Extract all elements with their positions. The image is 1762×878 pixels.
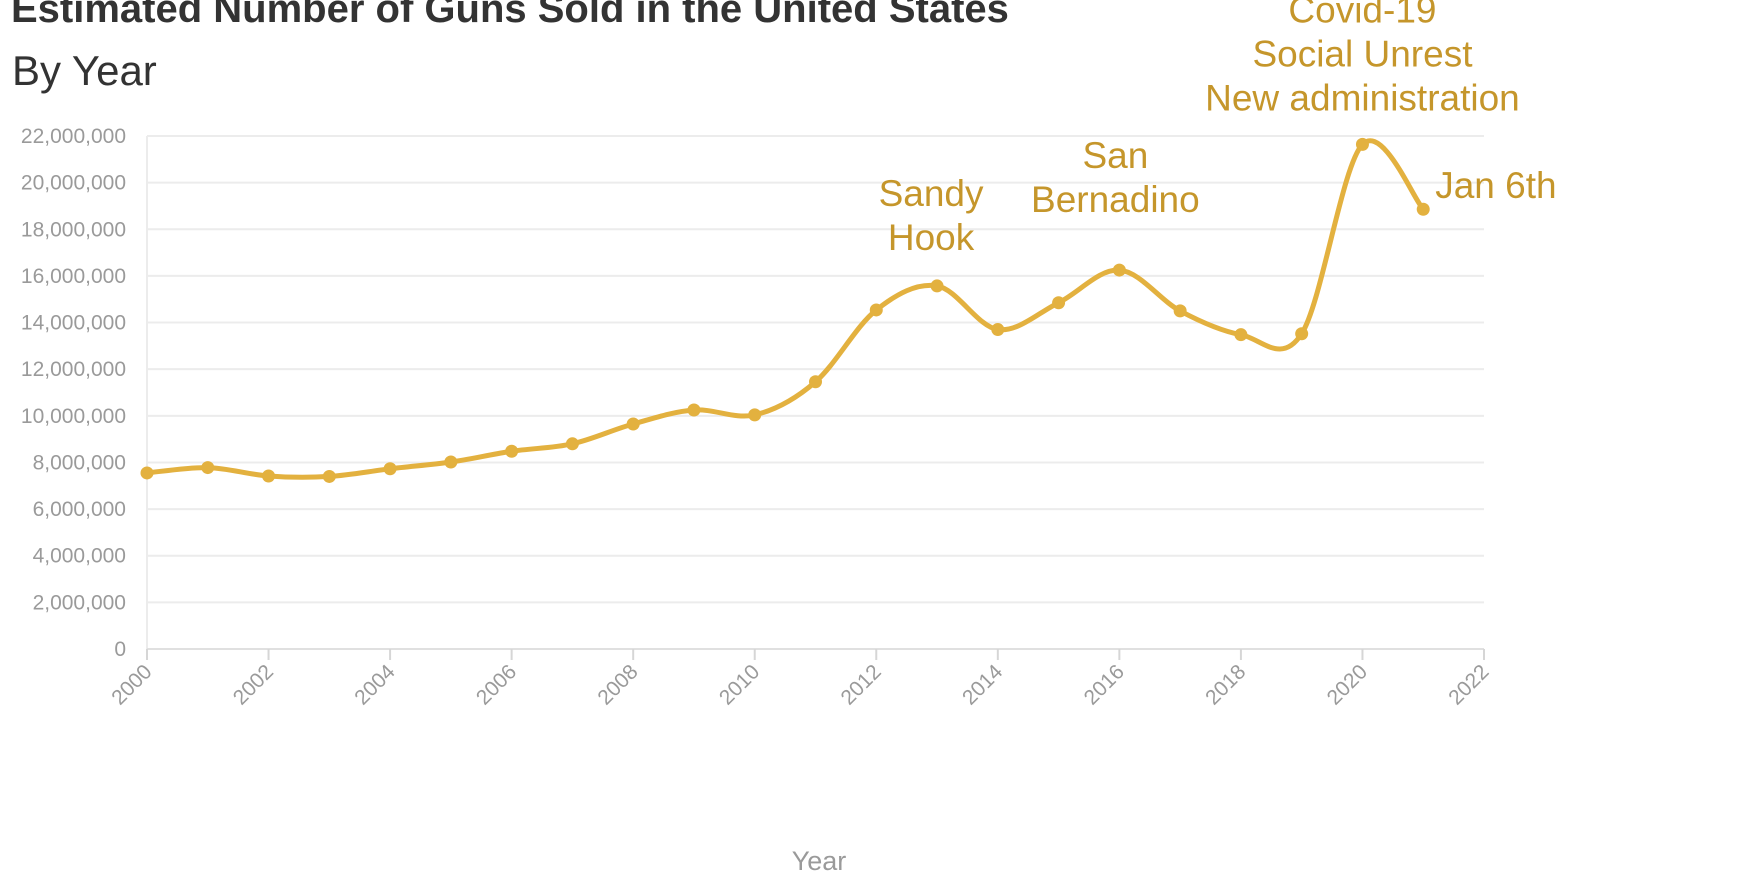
data-point	[869, 303, 883, 317]
data-point	[1295, 327, 1309, 341]
data-point	[1112, 263, 1126, 277]
y-tick-label: 2,000,000	[33, 591, 126, 614]
x-tick-label: 2010	[715, 660, 764, 709]
x-tick-label: 2012	[837, 660, 886, 709]
y-tick-label: 6,000,000	[33, 498, 126, 521]
data-point	[991, 323, 1005, 337]
y-tick-label: 14,000,000	[21, 312, 126, 335]
annotation-label: Covid-19	[1288, 0, 1436, 30]
data-point	[1234, 328, 1248, 342]
y-tick-label: 20,000,000	[21, 172, 126, 195]
y-tick-label: 4,000,000	[33, 545, 126, 568]
y-tick-label: 0	[114, 638, 126, 661]
x-tick-label: 2018	[1201, 660, 1250, 709]
data-point	[626, 417, 640, 431]
data-point	[809, 375, 822, 389]
y-tick-label: 8,000,000	[33, 451, 126, 474]
y-tick-label: 16,000,000	[21, 265, 126, 288]
data-point	[1052, 296, 1066, 310]
series	[140, 137, 1430, 483]
annotation-label: Jan 6th	[1435, 165, 1556, 206]
annotation-label: San	[1082, 135, 1148, 176]
data-point	[322, 469, 336, 483]
x-axis-label: Year	[792, 846, 847, 876]
data-point	[687, 403, 701, 417]
chart-subtitle: By Year	[12, 47, 157, 94]
x-tick-label: 2016	[1080, 660, 1129, 709]
y-tick-label: 10,000,000	[21, 405, 126, 428]
annotation-label: Social Unrest	[1252, 33, 1473, 74]
x-tick-label: 2006	[472, 660, 521, 709]
x-tick-label: 2000	[107, 660, 156, 709]
data-point	[1173, 304, 1187, 318]
x-tick-label: 2022	[1444, 660, 1493, 709]
data-point	[140, 466, 154, 480]
data-point	[748, 408, 762, 422]
annotation-label: Hook	[888, 217, 975, 258]
x-tick-label: 2008	[593, 660, 642, 709]
grid-lines	[147, 135, 1484, 650]
annotation-label: Bernadino	[1031, 179, 1200, 220]
data-point	[383, 462, 397, 476]
data-point	[505, 444, 519, 458]
data-point	[565, 437, 579, 451]
chart-title: Estimated Number of Guns Sold in the Uni…	[11, 0, 1009, 31]
y-tick-label: 12,000,000	[21, 358, 126, 381]
data-point	[1416, 202, 1430, 216]
series-line	[144, 138, 1426, 480]
annotation-label: New administration	[1205, 77, 1520, 118]
y-tick-label: 18,000,000	[21, 218, 126, 241]
data-point	[201, 461, 215, 475]
annotation-label: Sandy	[879, 173, 984, 214]
data-point	[930, 279, 944, 293]
y-tick-label: 22,000,000	[21, 125, 126, 148]
data-point	[444, 455, 458, 469]
x-tick-label: 2002	[229, 660, 278, 709]
x-tick-label: 2014	[958, 660, 1008, 710]
data-point	[262, 469, 276, 483]
data-point	[1355, 137, 1369, 151]
x-tick-label: 2004	[350, 660, 400, 710]
x-tick-label: 2020	[1323, 660, 1372, 709]
